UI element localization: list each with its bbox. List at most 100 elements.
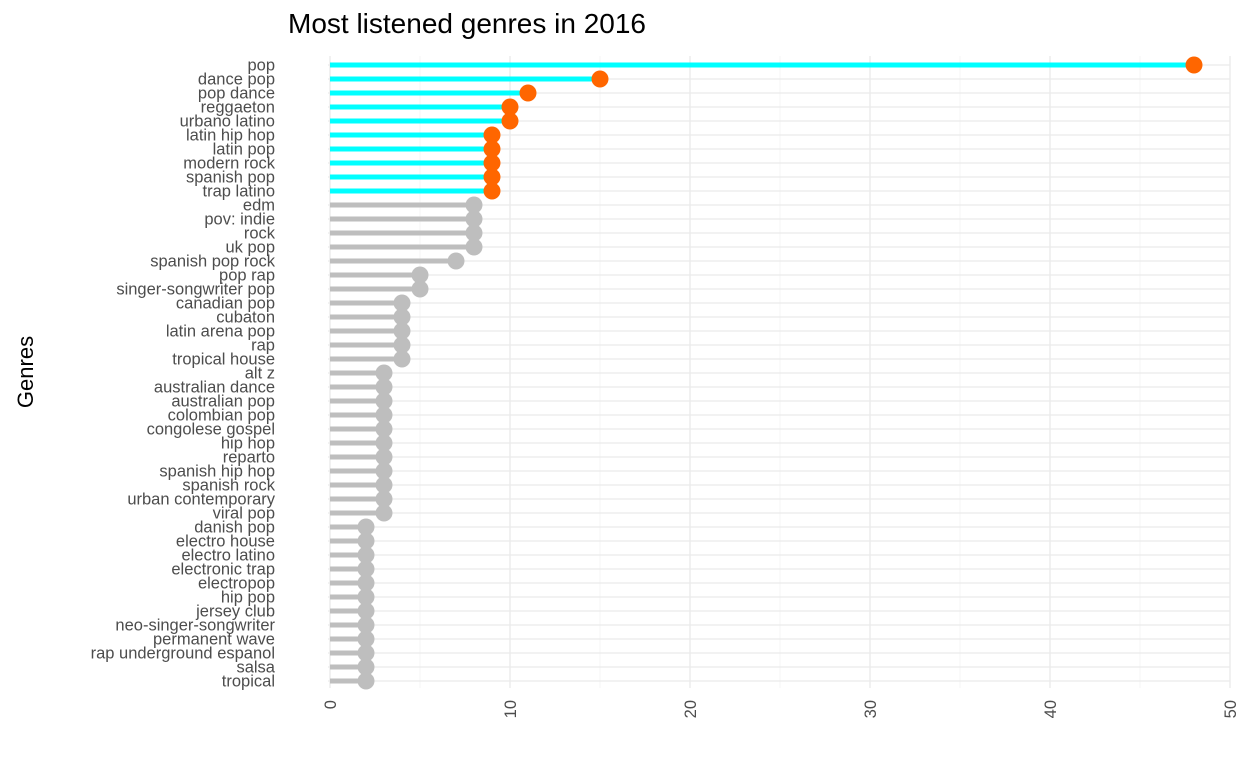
y-tick-label: uk pop	[225, 239, 275, 257]
lollipop-point	[375, 420, 393, 438]
y-tick-label: hip hop	[221, 435, 275, 453]
lollipop-point	[483, 154, 501, 172]
lollipop-point	[375, 476, 393, 494]
y-tick-label: edm	[243, 197, 275, 215]
y-tick-label: hip pop	[221, 589, 275, 607]
y-tick-label: australian dance	[154, 379, 275, 397]
lollipop-point	[375, 364, 393, 382]
lollipop-point	[1185, 56, 1203, 74]
lollipop-point	[375, 434, 393, 452]
lollipop-point	[483, 182, 501, 200]
y-tick-label: reggaeton	[201, 99, 275, 117]
x-tick-label: 10	[502, 700, 520, 718]
y-tick-label: tropical house	[172, 351, 275, 369]
y-tick-label: urban contemporary	[127, 491, 275, 509]
lollipop-point	[411, 280, 429, 298]
lollipop-point	[393, 322, 411, 340]
y-tick-label: danish pop	[194, 519, 275, 537]
y-tick-label: permanent wave	[153, 631, 275, 649]
y-tick-label: pop	[247, 57, 275, 75]
y-tick-label: latin pop	[213, 141, 275, 159]
y-tick-label: modern rock	[183, 155, 275, 173]
lollipop-point	[465, 224, 483, 242]
y-tick-label: electronic trap	[171, 561, 275, 579]
y-tick-label: pop rap	[219, 267, 275, 285]
y-tick-label: urbano latino	[180, 113, 275, 131]
lollipop-point	[357, 574, 375, 592]
lollipop-point	[465, 238, 483, 256]
lollipop-point	[357, 518, 375, 536]
lollipop-point	[483, 140, 501, 158]
lollipop-point	[501, 112, 519, 130]
y-tick-label: rap	[251, 337, 275, 355]
lollipop-point	[357, 546, 375, 564]
lollipop-point	[357, 560, 375, 578]
lollipop-point	[483, 168, 501, 186]
y-tick-label: alt z	[245, 365, 275, 383]
lollipop-point	[375, 406, 393, 424]
lollipop-point	[357, 644, 375, 662]
lollipop-point	[393, 336, 411, 354]
lollipop-point	[447, 252, 465, 270]
x-tick-label: 40	[1042, 700, 1060, 718]
y-tick-label: congolese gospel	[147, 421, 275, 439]
lollipop-point	[375, 504, 393, 522]
y-tick-label: cubaton	[216, 309, 275, 327]
y-tick-label: tropical	[222, 673, 275, 691]
y-tick-label: latin arena pop	[166, 323, 275, 341]
y-tick-label: pop dance	[198, 85, 275, 103]
lollipop-point	[411, 266, 429, 284]
lollipop-point	[375, 490, 393, 508]
y-tick-label: spanish rock	[182, 477, 275, 495]
y-tick-label: electro house	[176, 533, 275, 551]
y-tick-label: electro latino	[181, 547, 275, 565]
lollipop-point	[393, 350, 411, 368]
y-tick-label: salsa	[236, 659, 275, 677]
lollipop-point	[375, 378, 393, 396]
lollipop-point	[393, 308, 411, 326]
lollipop-point	[357, 658, 375, 676]
lollipop-point	[483, 126, 501, 144]
lollipop-point	[375, 462, 393, 480]
y-tick-label: electropop	[198, 575, 275, 593]
x-tick-label: 50	[1222, 700, 1240, 718]
lollipop-point	[465, 196, 483, 214]
y-tick-label: spanish pop	[186, 169, 275, 187]
lollipop-point	[357, 602, 375, 620]
lollipop-point	[357, 616, 375, 634]
y-tick-label: spanish hip hop	[159, 463, 275, 481]
lollipop-point	[393, 294, 411, 312]
y-tick-label: dance pop	[198, 71, 275, 89]
lollipop-point	[591, 70, 609, 88]
y-tick-label: jersey club	[195, 603, 275, 621]
lollipop-point	[519, 84, 537, 102]
y-tick-label: colombian pop	[168, 407, 275, 425]
lollipop-point	[357, 672, 375, 690]
lollipop-point	[357, 588, 375, 606]
y-tick-label: latin hip hop	[186, 127, 275, 145]
lollipop-point	[375, 448, 393, 466]
lollipop-point	[357, 630, 375, 648]
y-tick-label: pov: indie	[204, 211, 275, 229]
y-tick-label: reparto	[223, 449, 275, 467]
lollipop-point	[501, 98, 519, 116]
x-tick-label: 0	[322, 700, 340, 709]
data-marks	[330, 56, 1203, 690]
x-tick-label: 30	[862, 700, 880, 718]
y-tick-label: trap latino	[203, 183, 275, 201]
lollipop-point	[375, 392, 393, 410]
lollipop-point	[465, 210, 483, 228]
y-tick-label: neo-singer-songwriter	[115, 617, 275, 635]
y-tick-label: canadian pop	[176, 295, 275, 313]
y-tick-label: viral pop	[213, 505, 275, 523]
chart-title: Most listened genres in 2016	[288, 8, 646, 39]
x-tick-label: 20	[682, 700, 700, 718]
y-tick-label: singer-songwriter pop	[116, 281, 275, 299]
y-tick-label: rock	[244, 225, 276, 243]
grid-lines	[328, 56, 1231, 688]
y-tick-label: rap underground espanol	[91, 645, 275, 663]
y-tick-label: spanish pop rock	[150, 253, 275, 271]
y-tick-label: australian pop	[171, 393, 275, 411]
